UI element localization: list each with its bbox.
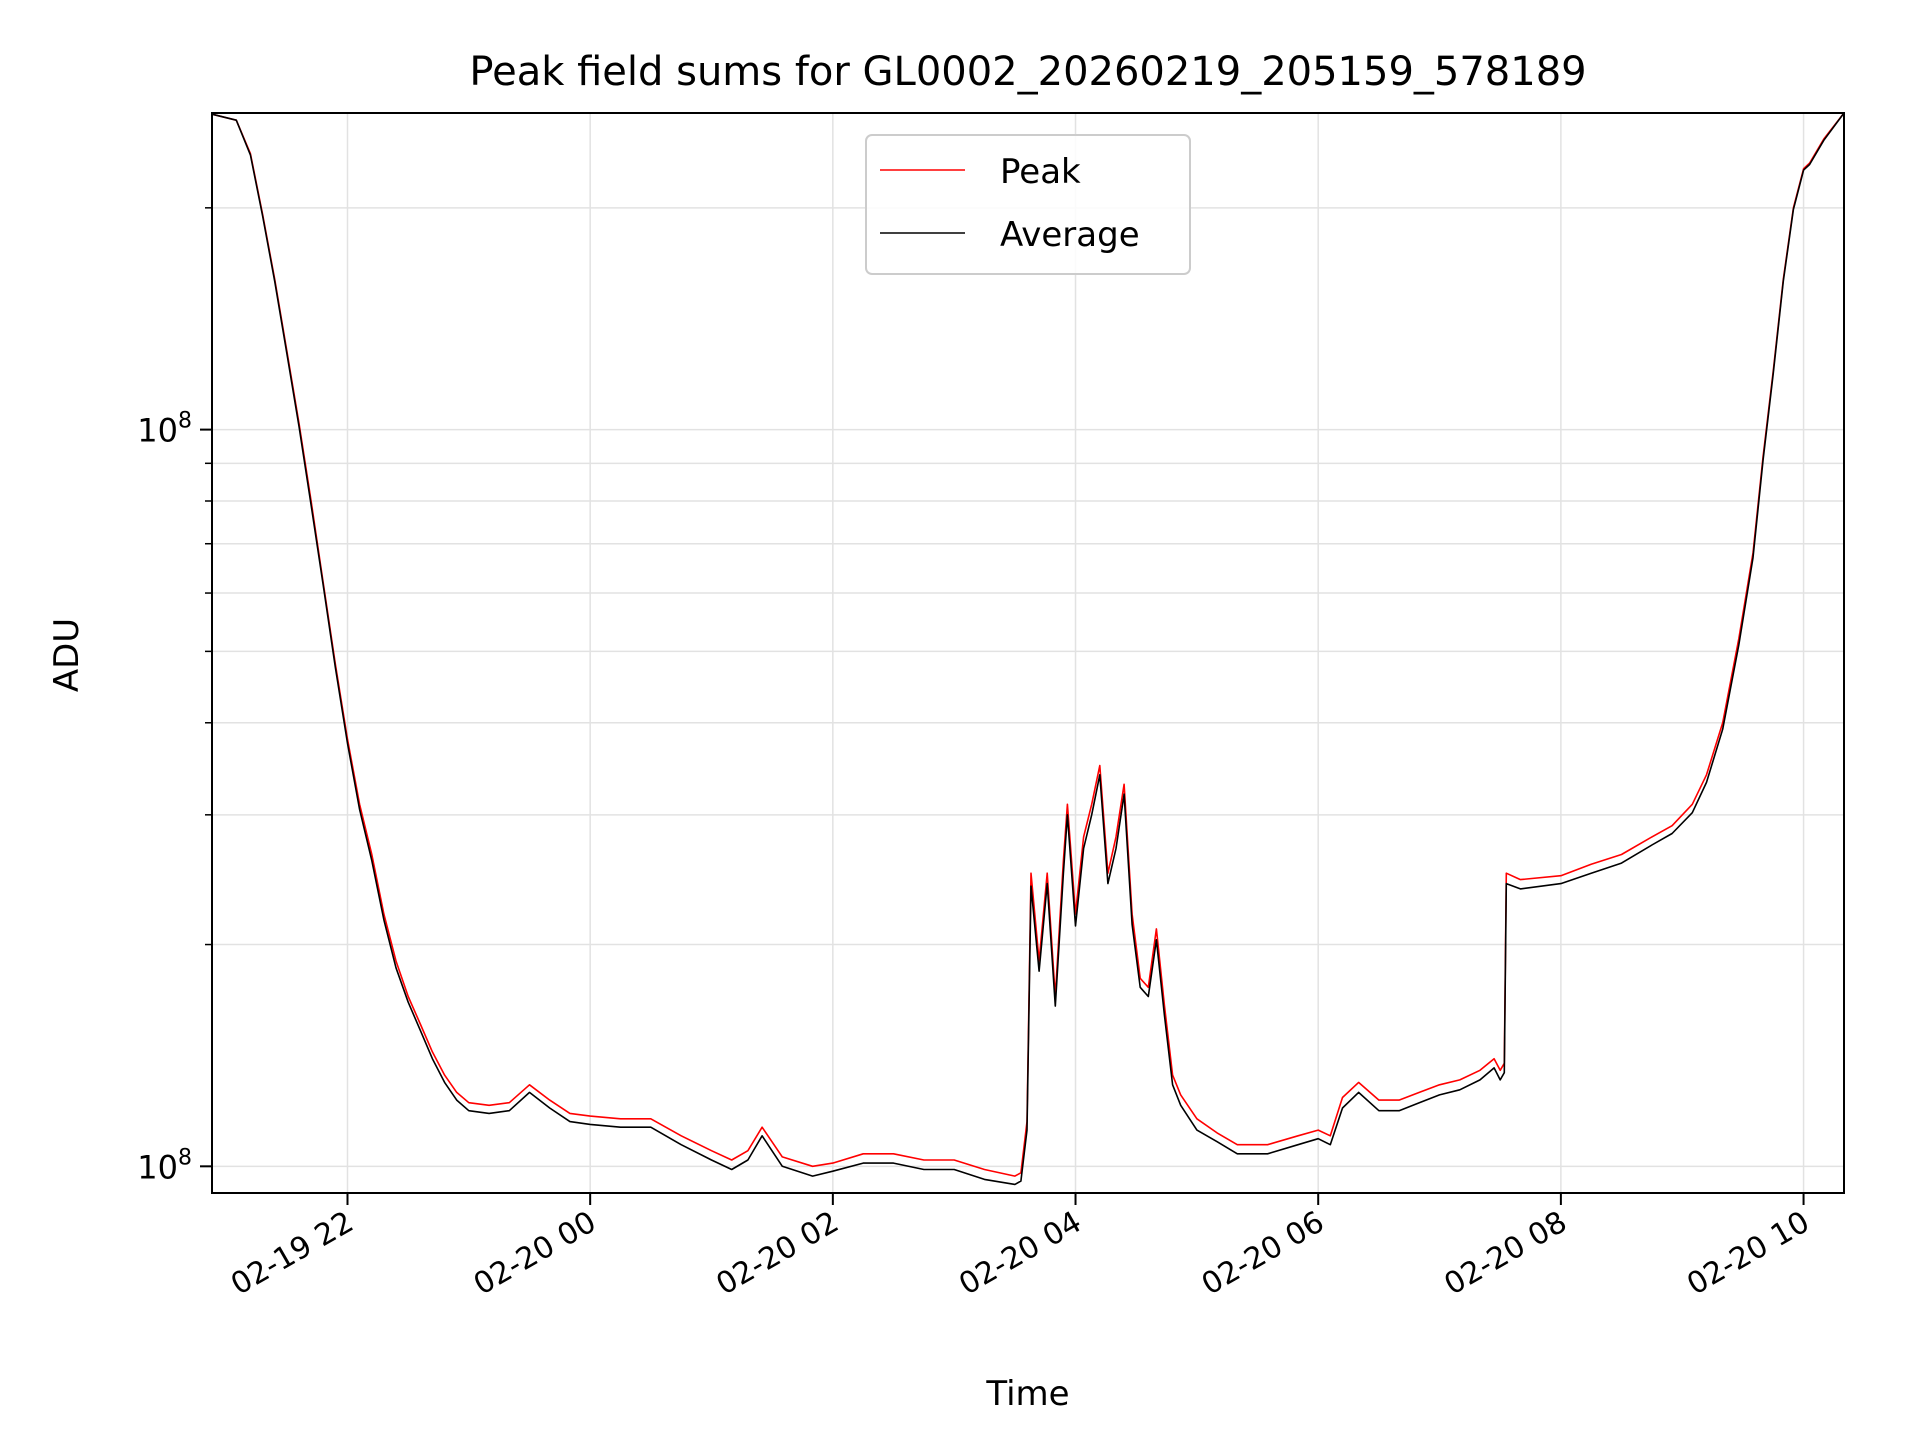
plot-frame <box>211 112 1845 1194</box>
legend-average-label: Average <box>1000 215 1140 255</box>
grid <box>212 113 1844 1193</box>
legend-peak-label: Peak <box>1000 152 1081 192</box>
series-lines <box>211 112 1845 1186</box>
y-axis-label: ADU <box>47 618 87 692</box>
series-line-average <box>211 112 1845 1186</box>
x-axis-label: Time <box>985 1374 1069 1414</box>
legend: Peak Average <box>865 134 1191 275</box>
chart-title: Peak field sums for GL0002_20260219_2051… <box>469 49 1586 95</box>
series-line-peak <box>211 112 1845 1177</box>
